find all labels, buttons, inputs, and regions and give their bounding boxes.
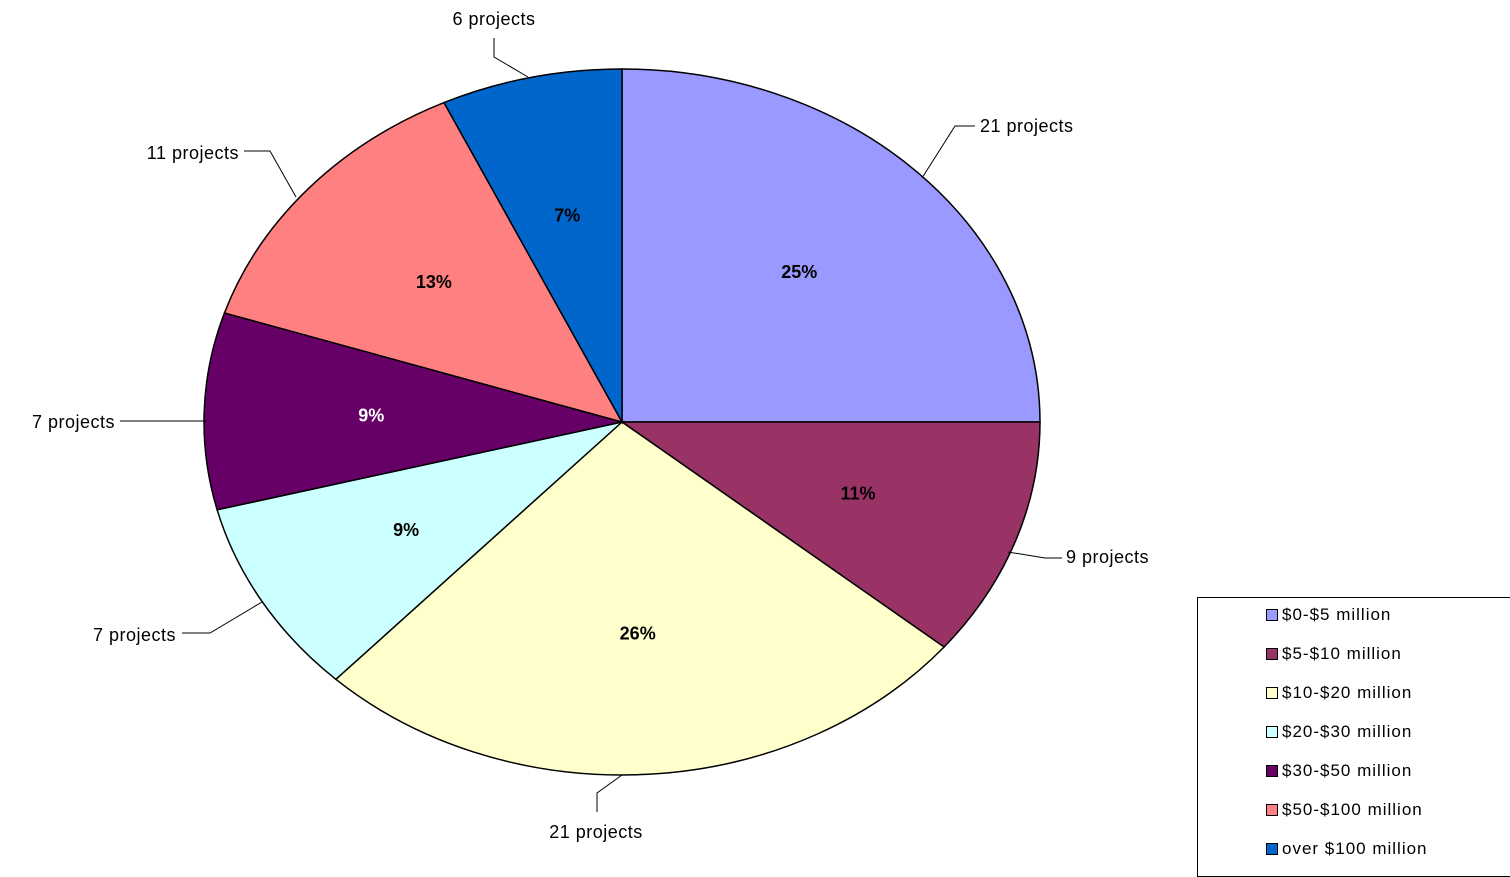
legend-item-30-50m: $30-$50 million <box>1266 761 1412 781</box>
count-label: 21 projects <box>980 116 1074 136</box>
count-label: 6 projects <box>452 9 535 29</box>
legend-item-over-100m: over $100 million <box>1266 839 1428 859</box>
slice-over-100m <box>442 68 623 425</box>
leader-line <box>1007 551 1062 559</box>
leader-line <box>921 125 975 179</box>
legend-swatch <box>1266 687 1278 699</box>
count-label: 11 projects <box>147 143 239 163</box>
legend-swatch <box>1266 609 1278 621</box>
leader-line <box>596 774 623 812</box>
legend-swatch <box>1266 843 1278 855</box>
legend-item-50-100m: $50-$100 million <box>1266 800 1423 820</box>
percent-label: 7% <box>554 205 580 225</box>
legend-swatch <box>1266 648 1278 660</box>
legend-label: $20-$30 million <box>1282 722 1413 741</box>
percent-label: 9% <box>358 405 384 425</box>
count-label: 21 projects <box>549 822 643 842</box>
legend: $0-$5 million $5-$10 million $10-$20 mil… <box>1197 597 1510 877</box>
percent-label: 26% <box>620 623 656 643</box>
legend-item-10-20m: $10-$20 million <box>1266 683 1412 703</box>
count-label: 9 projects <box>1066 547 1149 567</box>
legend-item-0-5m: $0-$5 million <box>1266 605 1391 625</box>
slice-0-5m <box>621 68 1041 423</box>
legend-item-5-10m: $5-$10 million <box>1266 644 1402 664</box>
leader-line <box>244 150 297 198</box>
slice-50-100m <box>223 101 624 424</box>
legend-label: $5-$10 million <box>1282 644 1402 663</box>
count-label: 7 projects <box>93 625 176 645</box>
legend-label: $30-$50 million <box>1282 761 1413 780</box>
legend-label: $50-$100 million <box>1282 800 1423 819</box>
legend-label: $10-$20 million <box>1282 683 1413 702</box>
percent-label: 13% <box>416 272 452 292</box>
leader-lines-layer <box>120 38 1062 812</box>
slice-30-50m <box>203 312 623 511</box>
leader-line <box>493 38 529 78</box>
percent-label: 25% <box>781 262 817 282</box>
slice-10-20m <box>334 421 946 776</box>
legend-swatch <box>1266 765 1278 777</box>
legend-item-20-30m: $20-$30 million <box>1266 722 1412 742</box>
slices-layer <box>203 68 1041 776</box>
labels-layer: 25% 21 projects 11% 9 projects 26% 21 project… <box>32 9 1149 842</box>
slice-20-30m <box>216 420 625 681</box>
leader-line <box>182 601 263 634</box>
legend-swatch <box>1266 804 1278 816</box>
legend-swatch <box>1266 726 1278 738</box>
percent-label: 9% <box>393 520 419 540</box>
legend-label: over $100 million <box>1282 839 1428 858</box>
slice-5-10m <box>619 421 1041 648</box>
count-label: 7 projects <box>32 412 115 432</box>
percent-label: 11% <box>840 484 875 504</box>
legend-label: $0-$5 million <box>1282 605 1392 624</box>
